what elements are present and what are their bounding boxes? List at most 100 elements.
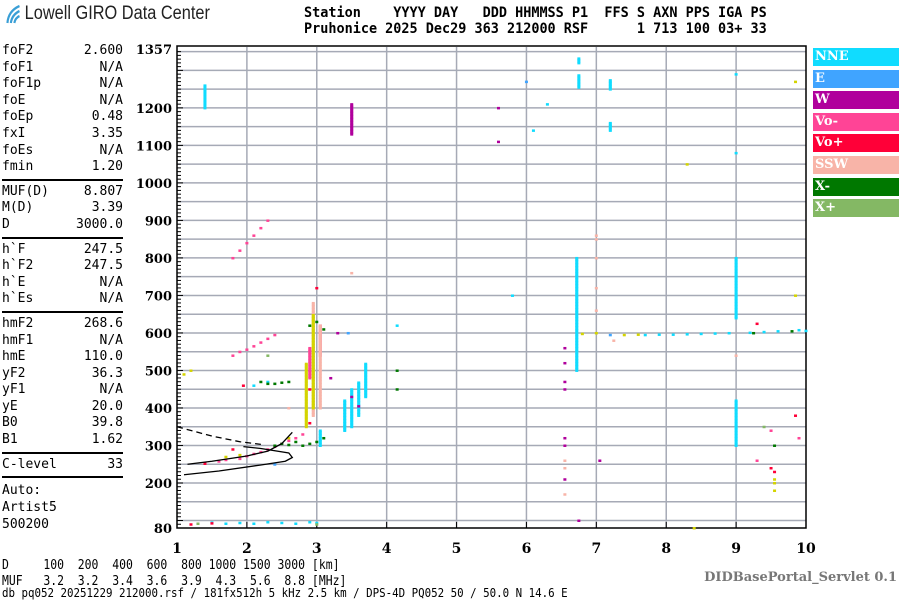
echo-point-w bbox=[598, 459, 602, 462]
param-row: hmF1 N/A bbox=[2, 333, 123, 350]
echo-point-ssw bbox=[318, 333, 322, 336]
param-row: foEp 0.48 bbox=[2, 109, 123, 126]
echo-point-unlabeled bbox=[304, 370, 308, 373]
param-value: N/A bbox=[99, 291, 123, 307]
echo-point-ssw bbox=[318, 363, 322, 366]
y-tick-label: 900 bbox=[145, 214, 172, 229]
echo-point-unlabeled bbox=[304, 391, 308, 394]
echo-point-nne bbox=[608, 80, 612, 84]
echo-point-unlabeled bbox=[311, 387, 315, 390]
echo-point-unlabeled bbox=[311, 388, 315, 392]
param-label: foEp bbox=[2, 109, 34, 125]
echo-point-nne bbox=[350, 425, 354, 429]
param-value: N/A bbox=[99, 92, 123, 108]
echo-point-nne bbox=[734, 436, 738, 440]
echo-point-nne bbox=[343, 424, 347, 428]
echo-point-unlabeled bbox=[304, 365, 308, 369]
echo-point-nne bbox=[575, 282, 579, 285]
echo-point-nne bbox=[343, 406, 347, 410]
echo-point-unlabeled bbox=[311, 339, 315, 342]
echo-point-nne bbox=[577, 78, 581, 82]
echo-point-w bbox=[350, 115, 354, 118]
echo-point-nne bbox=[575, 363, 579, 366]
echo-point-nne bbox=[575, 273, 579, 276]
echo-point-unlabeled bbox=[311, 325, 315, 329]
divider bbox=[2, 236, 123, 239]
echo-point-nne bbox=[685, 333, 689, 336]
echo-point-w bbox=[350, 395, 354, 399]
echo-point-ssw bbox=[318, 357, 322, 360]
echo-point-nne bbox=[343, 417, 347, 420]
echo-point-unlabeled bbox=[311, 336, 315, 339]
echo-point-unlabeled bbox=[311, 370, 315, 374]
echo-point-nne bbox=[364, 392, 368, 396]
echo-point-ssw bbox=[318, 372, 322, 375]
y-tick-label: 80 bbox=[154, 522, 172, 537]
echo-point-ssw bbox=[318, 351, 322, 354]
echo-point-nne bbox=[734, 294, 738, 297]
echo-point-nne bbox=[224, 522, 228, 525]
echo-point-nne bbox=[734, 427, 738, 431]
x-tick-label: 8 bbox=[661, 541, 671, 557]
echo-point-nne bbox=[203, 99, 207, 102]
echo-point-w bbox=[350, 112, 354, 115]
echo-point-w bbox=[357, 405, 361, 408]
echo-point-nne bbox=[575, 294, 579, 297]
param-label: yF2 bbox=[2, 365, 26, 381]
echo-point-ssw bbox=[594, 256, 598, 260]
echo-point-vo- bbox=[769, 429, 773, 432]
echo-point-nne bbox=[575, 304, 579, 308]
echo-point-ssw bbox=[318, 387, 322, 390]
x-tick-label: 4 bbox=[382, 541, 392, 557]
echo-point-unlabeled bbox=[311, 402, 315, 405]
echo-point-nne bbox=[734, 286, 738, 290]
echo-point-x- bbox=[315, 440, 319, 444]
echo-point-nne bbox=[343, 429, 347, 432]
echo-point-w bbox=[350, 128, 354, 132]
echo-point-ssw bbox=[318, 354, 322, 357]
echo-point-nne bbox=[364, 364, 368, 367]
echo-point-nne bbox=[575, 303, 579, 306]
echo-point-e bbox=[608, 333, 612, 337]
echo-point-nne bbox=[804, 329, 808, 333]
echo-point-nne bbox=[575, 319, 579, 323]
echo-point-unlabeled bbox=[311, 373, 315, 377]
echo-point-unlabeled bbox=[304, 395, 308, 399]
echo-point-nne bbox=[357, 414, 361, 417]
echo-point-unlabeled bbox=[311, 372, 315, 375]
echo-point-e bbox=[346, 331, 350, 335]
echo-point-unlabeled bbox=[311, 334, 315, 338]
echo-point-ssw bbox=[563, 466, 567, 470]
y-tick-label: 1100 bbox=[136, 139, 172, 154]
echo-point-nne bbox=[203, 97, 207, 101]
echo-point-nne bbox=[350, 391, 354, 394]
echo-point-nne bbox=[575, 277, 579, 281]
echo-point-nne bbox=[357, 384, 361, 387]
echo-point-vo- bbox=[217, 460, 221, 463]
echo-point-w bbox=[563, 444, 567, 447]
echo-point-unlabeled bbox=[311, 382, 315, 386]
echo-point-nne bbox=[350, 403, 354, 406]
echo-point-nne bbox=[575, 349, 579, 353]
echo-point-nne bbox=[364, 370, 368, 373]
legend-item: E bbox=[813, 69, 899, 88]
echo-point-nne bbox=[364, 388, 368, 391]
profile-curve-solid bbox=[187, 431, 293, 465]
echo-point-unlabeled bbox=[304, 422, 308, 426]
echo-point-unlabeled bbox=[304, 407, 308, 411]
echo-point-nne bbox=[575, 289, 579, 293]
echo-point-ssw bbox=[311, 312, 315, 315]
header-values: Pruhonice 2025 Dec29 363 212000 RSF 1 71… bbox=[304, 21, 767, 37]
echo-point-nne bbox=[318, 429, 322, 432]
echo-point-ssw bbox=[318, 366, 322, 369]
echo-point-nne bbox=[734, 429, 738, 432]
echo-point-nne bbox=[350, 421, 354, 424]
echo-point-nne bbox=[575, 321, 579, 324]
echo-point-ssw bbox=[318, 355, 322, 359]
echo-point-ssw bbox=[318, 343, 322, 347]
echo-point-x- bbox=[266, 354, 270, 357]
echo-point-nne bbox=[510, 294, 514, 297]
echo-point-ssw bbox=[318, 369, 322, 372]
echo-point-nne bbox=[577, 75, 581, 79]
echo-point-nne bbox=[575, 279, 579, 282]
